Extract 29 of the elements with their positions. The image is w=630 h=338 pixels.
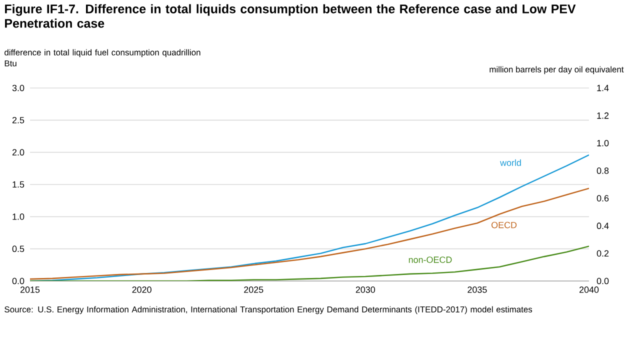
y-tick-label: 0.0 [12, 278, 24, 284]
y-tick-label: 3.0 [12, 84, 24, 92]
y2-tick-label: 0.4 [596, 222, 609, 230]
y-tick-label: 0.5 [12, 246, 24, 252]
y2-tick-label: 1.4 [597, 84, 609, 92]
text: world [500, 159, 521, 166]
y2-tick-label: 0.2 [596, 250, 609, 257]
chart-title: Figure IF1-7. Difference in total liquids consumption between the Reference case and Low PEV Penetration case [5, 4, 576, 28]
y2-tick-label: 1.2 [597, 112, 609, 119]
x-tick-label: 2015 [20, 286, 40, 293]
y2-tick-label: 0.0 [596, 278, 609, 284]
y2-tick-label: 0.8 [596, 168, 609, 174]
x-tick-label: 2030 [356, 286, 376, 293]
y-tick-label: 1.5 [12, 181, 24, 188]
x-tick-label: 2020 [132, 286, 152, 293]
y2-tick-label: 1.0 [597, 140, 609, 146]
x-tick-label: 2035 [468, 286, 487, 293]
source-note: Source: U.S. Energy Information Administration, International Transportation Energy Demand Determinants (ITEDD-2017) model estimates [4, 306, 532, 314]
y2-axis-title: million barrels per day oil equivalent [490, 66, 624, 74]
x-tick-label: 2025 [244, 286, 264, 293]
y-axis-title: difference in total liquid fuel consumption quadrillion Btu [4, 49, 200, 66]
y-tick-label: 1.0 [12, 213, 24, 220]
y-tick-label: 2.0 [12, 149, 24, 156]
series-label: non-OECD [408, 256, 452, 263]
y-tick-label: 2.5 [12, 116, 24, 124]
x-tick-label: 2040 [579, 286, 599, 293]
series-label: OECD [492, 222, 517, 228]
y2-tick-label: 0.6 [596, 195, 609, 202]
line-series [30, 188, 590, 280]
